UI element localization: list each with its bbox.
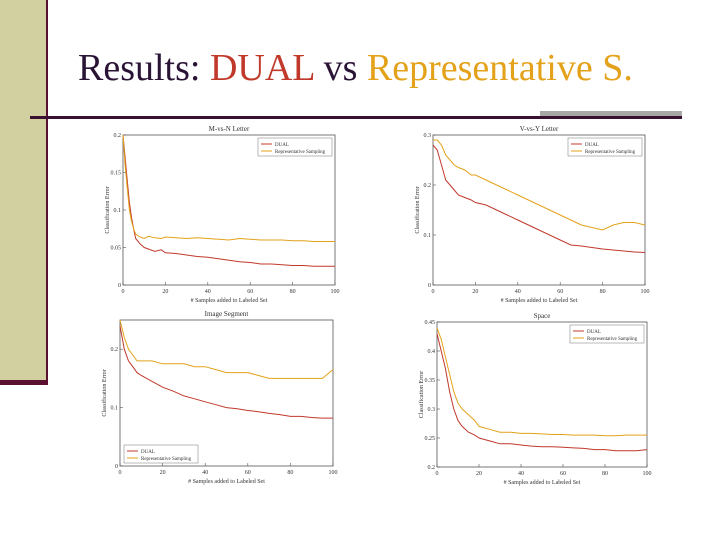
y-tick-label: 0	[428, 283, 431, 289]
series-line	[436, 333, 648, 452]
y-tick-label: 0.45	[425, 320, 436, 326]
x-tick-label: 20	[162, 289, 168, 295]
y-tick-label: 0.3	[424, 133, 432, 139]
legend-box	[257, 137, 333, 157]
y-tick-label: 0.2	[114, 133, 122, 139]
chart-title: M-vs-N Letter	[209, 125, 250, 133]
x-tick-label: 100	[331, 289, 340, 295]
x-tick-label: 80	[290, 289, 296, 295]
x-tick-label: 60	[247, 289, 253, 295]
legend-label: DUAL	[141, 450, 155, 455]
title-prefix: Results:	[78, 47, 210, 89]
x-axis-label: # Samples added to Labeled Set	[501, 298, 578, 304]
x-tick-label: 100	[329, 470, 338, 476]
x-tick-label: 20	[476, 471, 482, 477]
x-tick-label: 40	[518, 471, 524, 477]
y-tick-label: 0	[118, 283, 121, 289]
x-tick-label: 60	[245, 470, 251, 476]
title-representative: Representative S.	[366, 47, 633, 89]
x-axis-label: # Samples added to Labeled Set	[504, 480, 581, 486]
x-tick-label: 0	[119, 470, 122, 476]
series-line	[119, 325, 333, 419]
sidebar-accent-bar	[0, 0, 46, 385]
title-divider-accent	[540, 111, 682, 116]
y-tick-label: 0	[115, 464, 118, 470]
series-line	[433, 139, 646, 231]
title-dual: DUAL	[209, 47, 315, 89]
chart-title: Image Segment	[205, 310, 249, 318]
x-tick-label: 40	[515, 289, 521, 295]
legend-label: Representative Sampling	[275, 150, 326, 155]
x-tick-label: 0	[122, 289, 125, 295]
legend-label: DUAL	[275, 143, 289, 148]
y-tick-label: 0.35	[425, 378, 436, 384]
y-tick-label: 0.15	[111, 171, 122, 177]
legend-box	[569, 324, 645, 344]
y-axis-label: Classification Error	[101, 369, 108, 416]
chart-title: Space	[534, 312, 551, 320]
legend-label: DUAL	[587, 330, 601, 335]
x-tick-label: 60	[560, 471, 566, 477]
sidebar-foot-line	[0, 380, 48, 385]
legend-label: Representative Sampling	[585, 150, 636, 155]
y-tick-label: 0.2	[424, 183, 432, 189]
x-tick-label: 40	[205, 289, 211, 295]
chart-frame	[432, 134, 646, 286]
chart-frame	[122, 134, 336, 286]
x-tick-label: 80	[602, 471, 608, 477]
x-tick-label: 20	[160, 470, 166, 476]
legend-box	[567, 137, 643, 157]
legend-label: Representative Sampling	[141, 457, 192, 462]
y-tick-label: 0.1	[114, 208, 122, 214]
y-tick-label: 0.25	[425, 436, 436, 442]
x-tick-label: 0	[436, 471, 439, 477]
series-line	[122, 134, 335, 242]
x-tick-label: 0	[432, 289, 435, 295]
series-line	[119, 319, 334, 379]
chart-frame	[436, 321, 648, 468]
title-vs: vs	[314, 47, 367, 89]
x-tick-label: 80	[287, 470, 293, 476]
x-axis-label: # Samples added to Labeled Set	[188, 479, 265, 485]
x-tick-label: 80	[600, 289, 606, 295]
legend-box	[123, 444, 199, 464]
y-tick-label: 0.2	[428, 465, 436, 471]
x-tick-label: 60	[557, 289, 563, 295]
x-tick-label: 100	[643, 471, 652, 477]
x-axis-label: # Samples added to Labeled Set	[191, 298, 268, 304]
y-tick-label: 0.4	[428, 349, 436, 355]
y-axis-label: Classification Error	[104, 186, 111, 233]
sidebar-edge-line	[46, 0, 48, 385]
y-axis-label: Classification Error	[414, 186, 421, 233]
legend-label: DUAL	[585, 143, 599, 148]
chart-title: V-vs-Y Letter	[520, 125, 559, 133]
series-line	[436, 327, 647, 437]
x-tick-label: 40	[202, 470, 208, 476]
y-tick-label: 0.1	[424, 233, 432, 239]
y-axis-label: Classification Error	[418, 371, 425, 418]
series-line	[432, 144, 646, 253]
y-tick-label: 0.2	[111, 347, 119, 353]
x-tick-label: 20	[472, 289, 478, 295]
slide-title: Results: DUAL vs Representative S.	[78, 45, 633, 91]
y-tick-label: 0.05	[111, 246, 122, 252]
title-divider-rule	[30, 116, 682, 119]
chart-frame	[119, 319, 334, 467]
legend-label: Representative Sampling	[587, 337, 638, 342]
y-tick-label: 0.3	[428, 407, 436, 413]
x-tick-label: 100	[641, 289, 650, 295]
y-tick-label: 0.1	[111, 406, 119, 412]
